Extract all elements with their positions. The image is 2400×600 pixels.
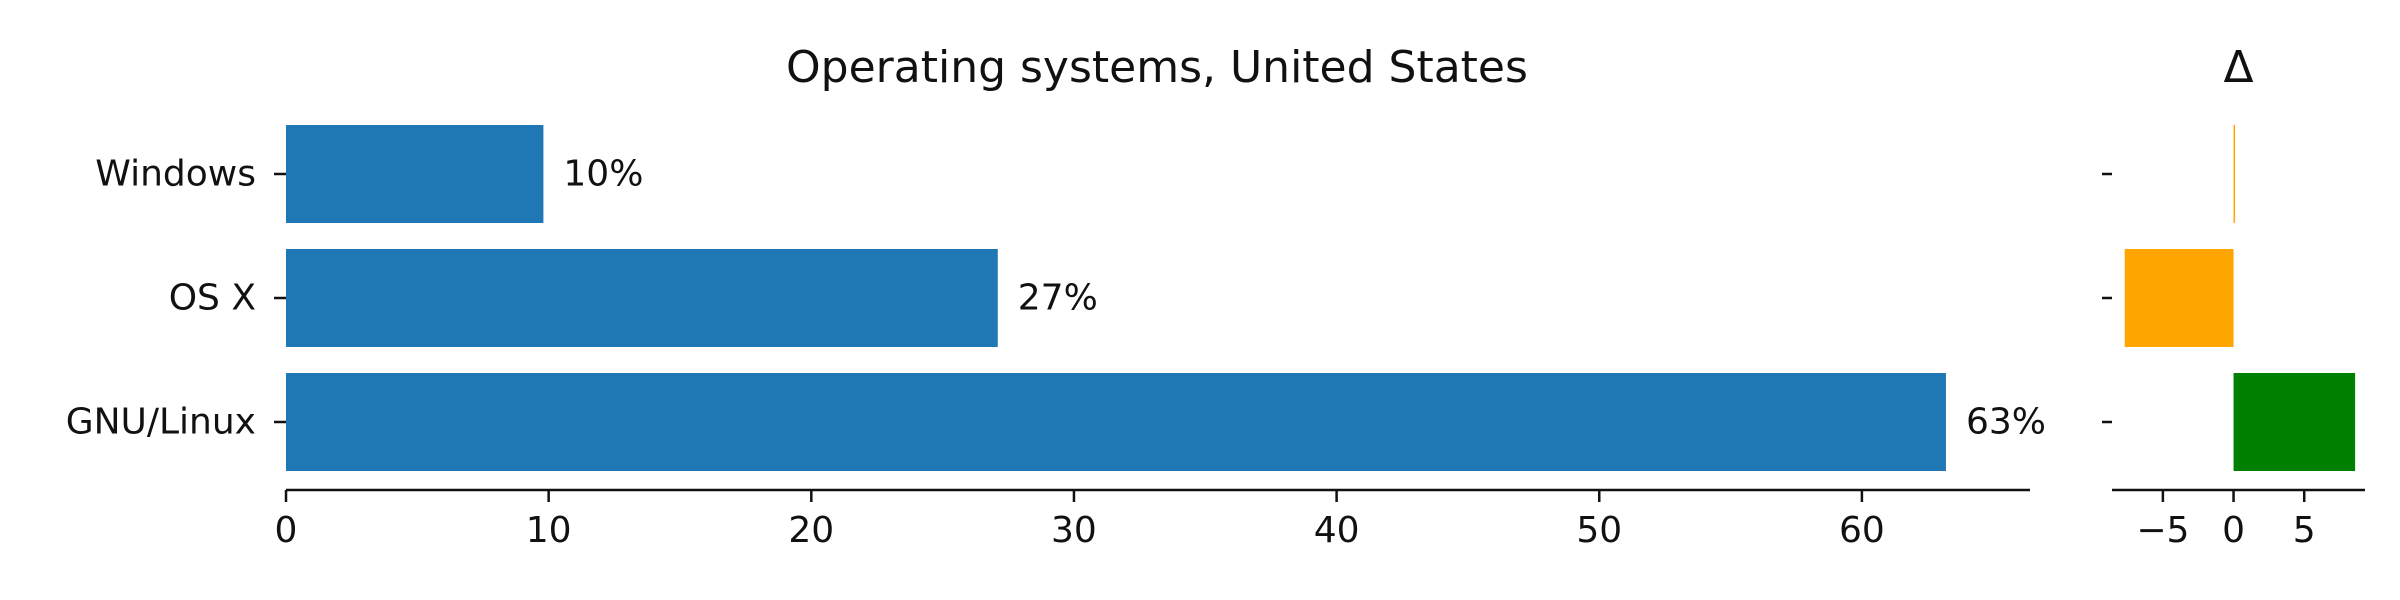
delta-x-tick-label-5: −5 bbox=[2136, 510, 2189, 551]
data-label-os-x: 27% bbox=[1018, 278, 1098, 319]
x-tick-label-60: 60 bbox=[1839, 510, 1885, 551]
bar-gnu-linux bbox=[286, 373, 1946, 471]
delta-title: Δ bbox=[2223, 42, 2253, 93]
delta-x-tick-label-5: 5 bbox=[2293, 510, 2316, 551]
x-tick-label-10: 10 bbox=[526, 510, 572, 551]
chart-title: Operating systems, United States bbox=[786, 42, 1528, 93]
delta-x-tick-label-0: 0 bbox=[2222, 510, 2245, 551]
data-label-gnu-linux: 63% bbox=[1966, 402, 2046, 443]
delta-x-axis: −5 0 5 bbox=[2112, 488, 2365, 551]
delta-bar-windows bbox=[2233, 125, 2236, 223]
delta-bar-os-x bbox=[2124, 249, 2234, 347]
x-tick-label-0: 0 bbox=[275, 510, 298, 551]
y-tick-label-os-x: OS X bbox=[169, 278, 256, 319]
main-bars: Windows 10% OS X 27% GNU/Linux 63% bbox=[66, 125, 2046, 471]
bar-os-x bbox=[286, 249, 998, 347]
delta-panel: Δ −5 0 5 bbox=[2102, 42, 2365, 551]
x-tick-label-30: 30 bbox=[1051, 510, 1097, 551]
x-tick-label-40: 40 bbox=[1314, 510, 1360, 551]
y-tick-label-gnu-linux: GNU/Linux bbox=[66, 402, 256, 443]
delta-bar-gnu-linux bbox=[2233, 373, 2356, 471]
bar-windows bbox=[286, 125, 544, 223]
data-label-windows: 10% bbox=[563, 154, 643, 195]
main-x-axis: 0 10 20 30 40 50 60 bbox=[275, 488, 2030, 551]
x-tick-label-50: 50 bbox=[1576, 510, 1622, 551]
y-tick-label-windows: Windows bbox=[95, 154, 256, 195]
delta-bars bbox=[2102, 125, 2356, 471]
main-panel: Operating systems, United States Windows… bbox=[66, 42, 2046, 551]
x-tick-label-20: 20 bbox=[788, 510, 834, 551]
